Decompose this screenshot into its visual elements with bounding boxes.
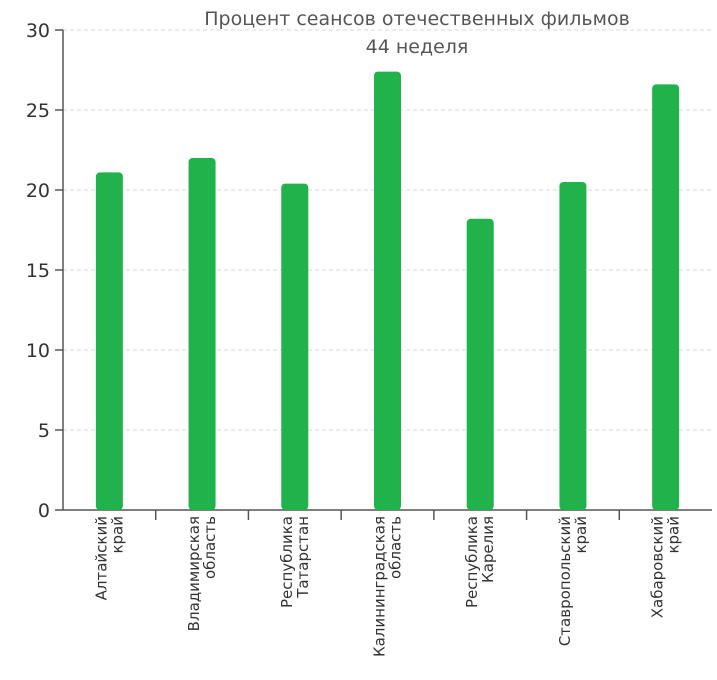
y-tick-label: 10 <box>26 340 50 362</box>
y-tick-label: 5 <box>38 420 50 442</box>
x-tick-label: Владимирскаяобласть <box>185 516 219 631</box>
x-tick-label-line: край <box>665 516 683 554</box>
x-tick-label: Калининградскаяобласть <box>371 516 405 657</box>
x-tick-label-line: Калининградская <box>371 516 389 657</box>
x-tick-label-line: Татарстан <box>294 516 312 599</box>
x-tick-label-line: Алтайский <box>92 516 110 600</box>
bar <box>559 182 587 510</box>
bar <box>281 183 309 510</box>
x-tick-label-line: Владимирская <box>185 516 203 631</box>
x-tick-label: Алтайскийкрай <box>92 516 126 600</box>
x-tick-label: Ставропольскийкрай <box>556 516 590 646</box>
y-tick-label: 15 <box>26 260 50 282</box>
y-tick-label: 0 <box>38 500 50 522</box>
y-tick-label: 30 <box>26 20 50 42</box>
bars <box>95 71 680 511</box>
x-tick-label: РеспубликаКарелия <box>463 516 497 608</box>
bar <box>466 218 494 511</box>
y-tick-label: 25 <box>26 100 50 122</box>
x-tick-label-line: Карелия <box>479 516 497 583</box>
x-tick-label: РеспубликаТатарстан <box>278 516 312 608</box>
bar <box>188 158 216 510</box>
chart-subtitle: 44 неделя <box>366 36 469 58</box>
x-tick-label-line: область <box>201 516 219 579</box>
chart-title: Процент сеансов отечественных фильмов <box>204 8 630 30</box>
x-tick-label-line: край <box>108 516 126 554</box>
x-tick-label-line: Ставропольский <box>556 516 574 646</box>
x-tick-label-line: Республика <box>278 516 296 608</box>
bar <box>95 172 123 510</box>
x-tick-label-line: Хабаровский <box>649 516 667 618</box>
x-tick-label-line: край <box>572 516 590 554</box>
bar <box>374 71 401 510</box>
x-tick-label: Хабаровскийкрай <box>649 516 683 618</box>
x-tick-label-line: область <box>387 516 405 579</box>
x-tick-label-line: Республика <box>463 516 481 608</box>
bar <box>652 84 680 511</box>
y-tick-label: 20 <box>26 180 50 202</box>
